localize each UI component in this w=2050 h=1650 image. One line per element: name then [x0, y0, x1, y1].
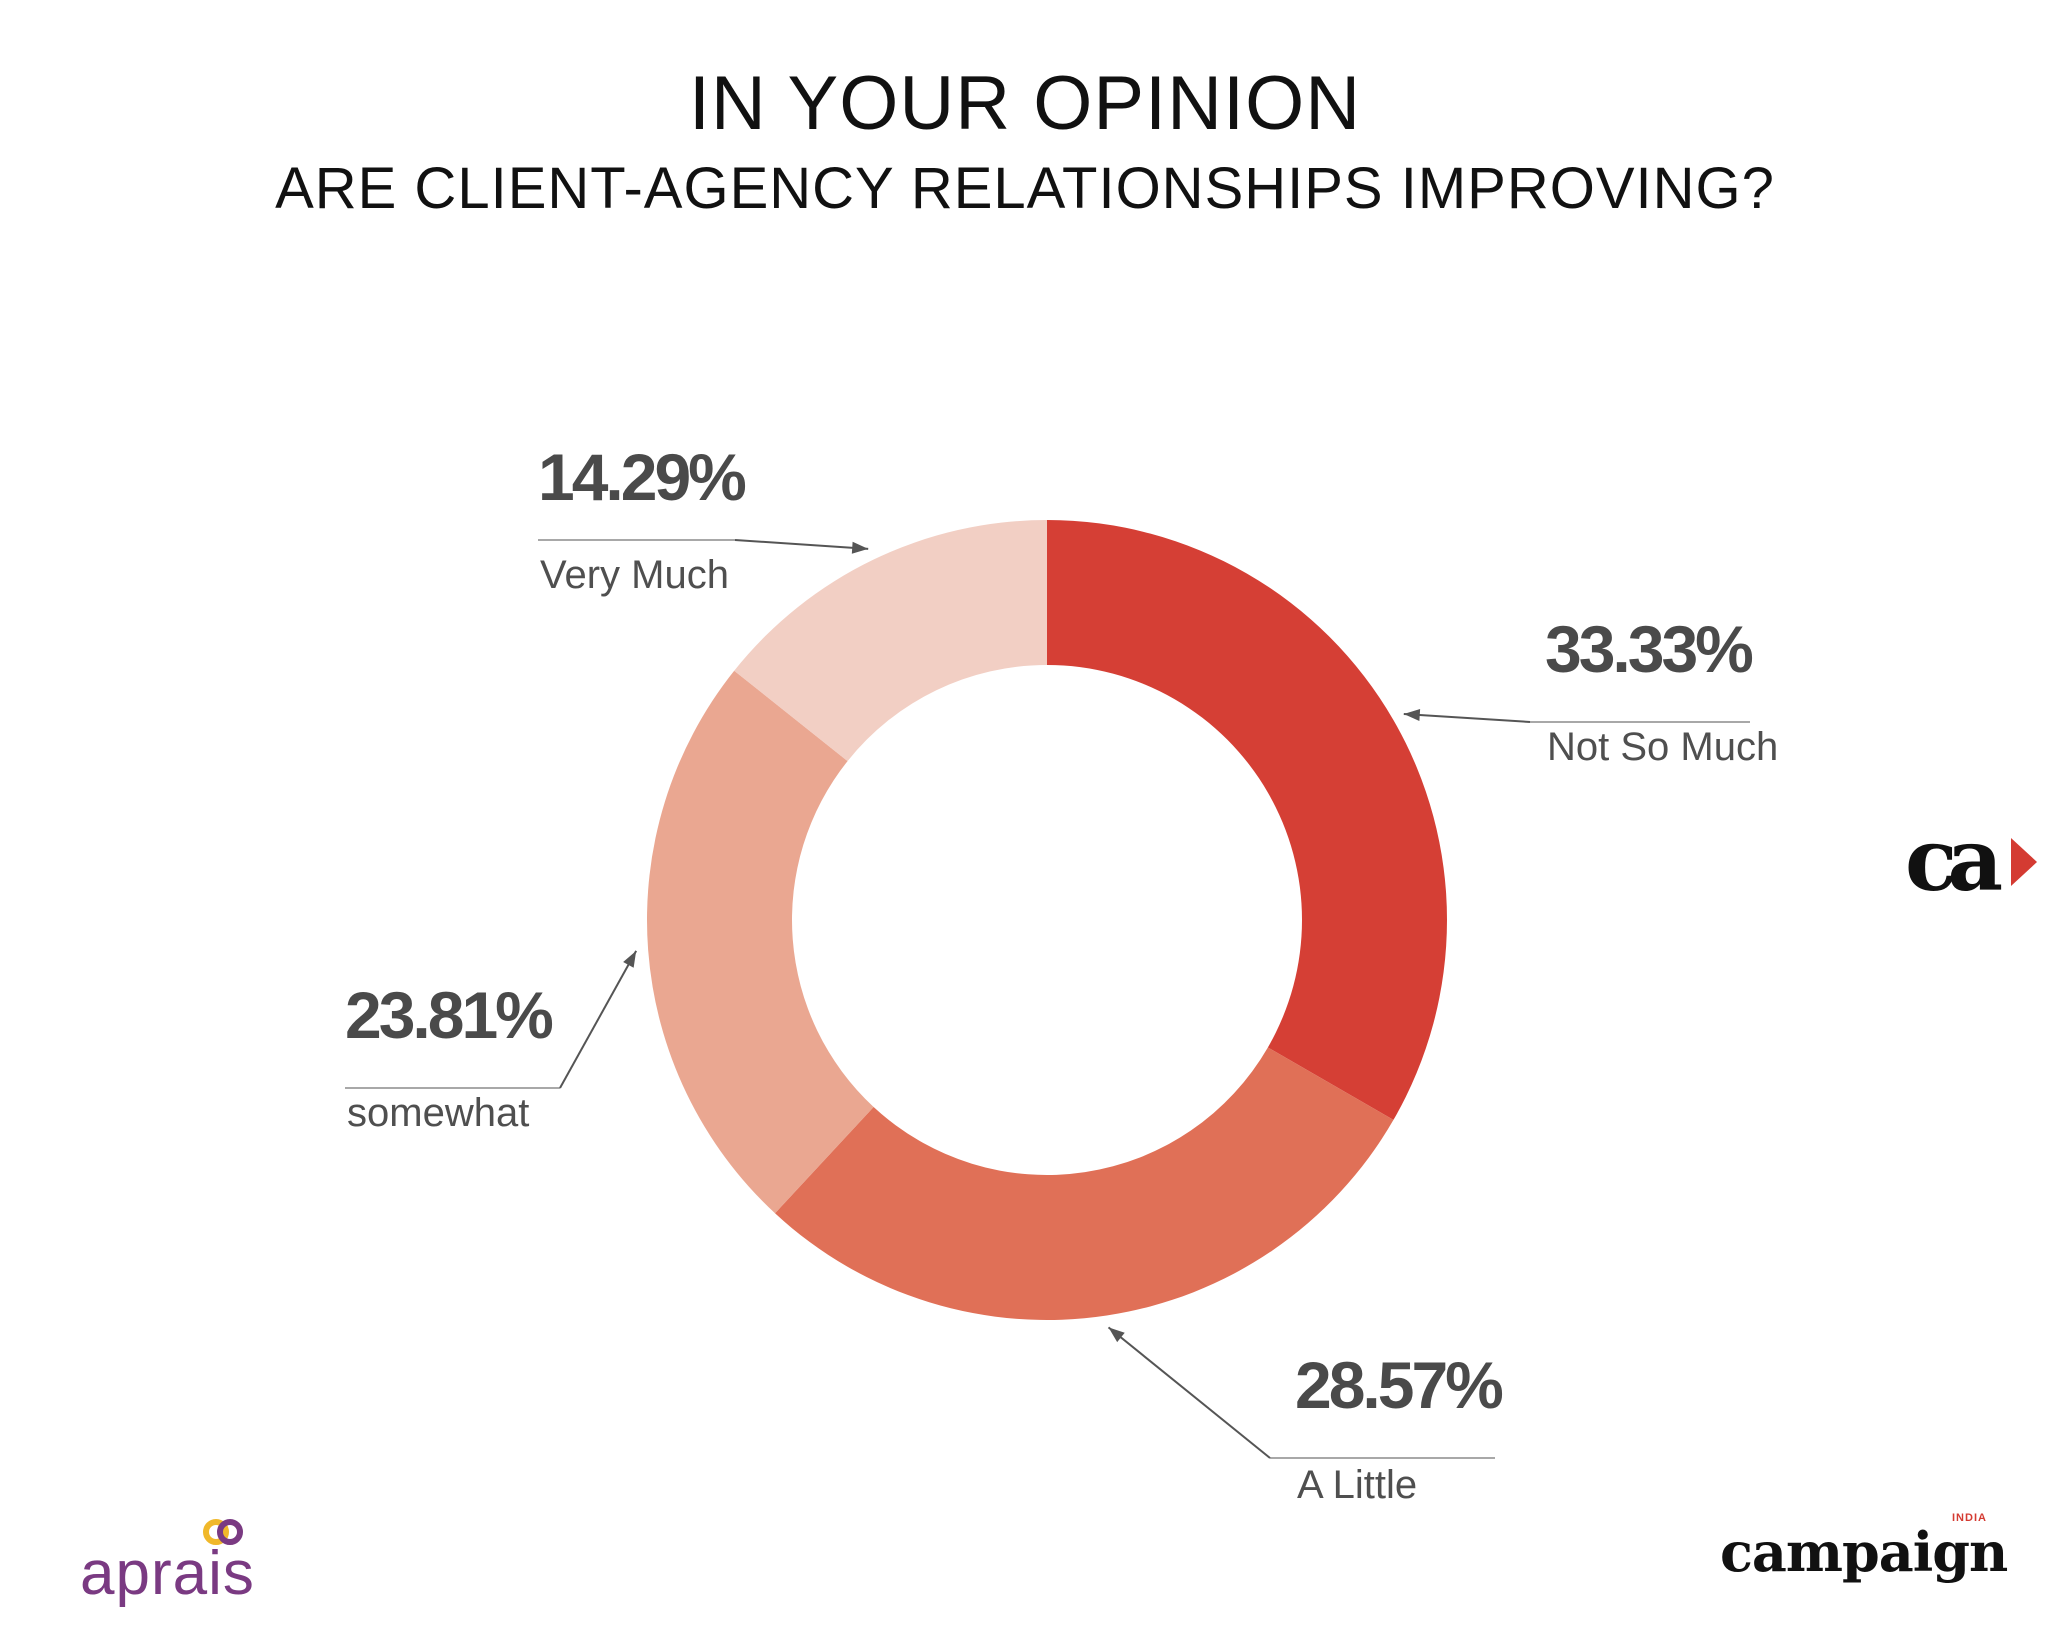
ca-logo: ca	[1905, 810, 2045, 911]
percent-label-a-little: 28.57%	[1295, 1348, 1502, 1422]
ca-logo-triangle-icon	[2011, 838, 2037, 886]
percent-label-not-so-much: 33.33%	[1545, 612, 1752, 686]
donut-slices	[647, 520, 1447, 1320]
arrow-head-somewhat	[623, 950, 637, 968]
arrow-head-very-much	[851, 541, 869, 554]
percent-label-very-much: 14.29%	[538, 440, 745, 514]
arrow-line-a-little	[1107, 1326, 1271, 1459]
percent-label-somewhat: 23.81%	[345, 978, 552, 1052]
donut-slice-very-much	[734, 520, 1047, 762]
category-label-not-so-much: Not So Much	[1547, 725, 1778, 769]
arrow-line-not-so-much	[1403, 712, 1531, 723]
campaign-logo: campaign INDIA	[1720, 1510, 2020, 1600]
category-label-a-little: A Little	[1297, 1463, 1417, 1507]
arrow-head-a-little	[1108, 1327, 1125, 1343]
donut-labels: 33.33% Not So Much 28.57% A Little 23.81% som…	[345, 440, 1778, 1507]
donut-slice-somewhat	[647, 670, 874, 1214]
arrow-line-somewhat	[559, 950, 638, 1089]
arrow-head-not-so-much	[1403, 708, 1421, 721]
donut-slice-not-so-much	[1047, 520, 1447, 1120]
chart-title: IN YOUR OPINION	[688, 61, 1362, 146]
arrow-line-very-much	[734, 539, 869, 550]
category-label-very-much: Very Much	[540, 553, 729, 597]
aprais-logo-text: aprais	[80, 1539, 255, 1608]
donut-slice-a-little	[775, 1047, 1394, 1320]
aprais-logo: aprais	[80, 1510, 280, 1620]
ca-logo-text: ca	[1905, 810, 2003, 911]
campaign-logo-india: INDIA	[1952, 1512, 1987, 1524]
category-label-somewhat: somewhat	[347, 1091, 529, 1135]
chart-subtitle: ARE CLIENT-AGENCY RELATIONSHIPS IMPROVIN…	[275, 156, 1775, 221]
campaign-logo-text: campaign	[1720, 1520, 2008, 1584]
aprais-rings-icon	[203, 1519, 243, 1545]
